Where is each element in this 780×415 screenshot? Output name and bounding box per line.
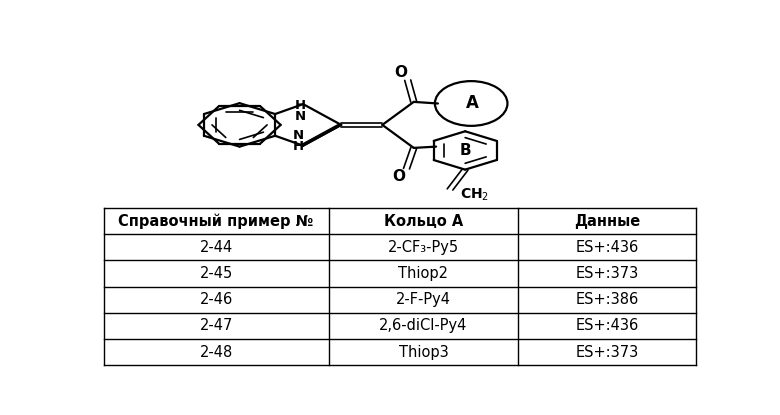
Text: O: O [394,65,407,80]
Text: 2-44: 2-44 [200,240,232,255]
Text: 2-46: 2-46 [200,292,232,307]
Text: 2-CF₃-Py5: 2-CF₃-Py5 [388,240,459,255]
Text: ES+:436: ES+:436 [576,318,639,333]
Text: Справочный пример №: Справочный пример № [119,213,314,229]
Text: ES+:436: ES+:436 [576,240,639,255]
Text: 2-47: 2-47 [200,318,232,333]
Text: 2-45: 2-45 [200,266,232,281]
Text: N: N [292,129,303,142]
Text: N: N [295,110,306,122]
Text: ES+:373: ES+:373 [576,266,639,281]
Text: B: B [459,143,471,158]
Text: A: A [466,95,479,112]
Text: Thiop2: Thiop2 [399,266,448,281]
Text: Thiop3: Thiop3 [399,344,448,359]
Text: ES+:386: ES+:386 [576,292,639,307]
Text: ES+:373: ES+:373 [576,344,639,359]
Text: 2-48: 2-48 [200,344,232,359]
Text: Кольцо A: Кольцо A [384,214,463,229]
Text: O: O [392,169,405,185]
Text: Данные: Данные [574,214,640,229]
Text: 2-F-Py4: 2-F-Py4 [396,292,451,307]
Text: H: H [292,140,303,153]
Text: CH$_2$: CH$_2$ [459,187,489,203]
Text: 2,6-diCl-Py4: 2,6-diCl-Py4 [379,318,468,333]
Text: H: H [295,99,306,112]
